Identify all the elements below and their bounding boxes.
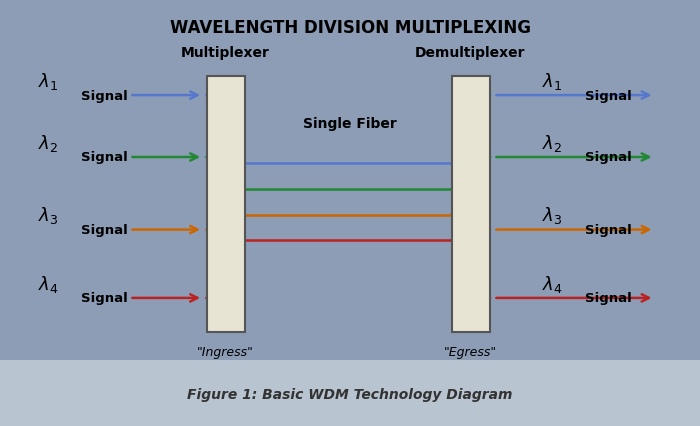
Text: $\lambda_2$: $\lambda_2$ <box>542 132 563 153</box>
Text: "Egress": "Egress" <box>444 345 497 358</box>
Text: Signal: Signal <box>80 292 127 305</box>
Bar <box>452 77 490 332</box>
Text: $\lambda_3$: $\lambda_3$ <box>38 205 59 226</box>
Text: Signal: Signal <box>80 224 127 236</box>
Text: Signal: Signal <box>80 151 127 164</box>
Text: Signal: Signal <box>80 89 127 102</box>
Bar <box>206 77 245 332</box>
Text: Single Fiber: Single Fiber <box>303 117 397 130</box>
Text: "Ingress": "Ingress" <box>197 345 254 358</box>
Text: $\lambda_1$: $\lambda_1$ <box>38 71 59 92</box>
Bar <box>0 360 700 426</box>
Text: Signal: Signal <box>584 292 631 305</box>
Text: Signal: Signal <box>584 89 631 102</box>
Text: Signal: Signal <box>584 224 631 236</box>
Text: Multiplexer: Multiplexer <box>181 46 270 60</box>
Text: Demultiplexer: Demultiplexer <box>415 46 526 60</box>
Text: $\lambda_3$: $\lambda_3$ <box>542 205 563 226</box>
Text: Signal: Signal <box>584 151 631 164</box>
Text: Figure 1: Basic WDM Technology Diagram: Figure 1: Basic WDM Technology Diagram <box>188 387 512 401</box>
Text: $\lambda_1$: $\lambda_1$ <box>542 71 563 92</box>
Text: $\lambda_4$: $\lambda_4$ <box>542 273 564 294</box>
Text: $\lambda_4$: $\lambda_4$ <box>38 273 60 294</box>
Text: WAVELENGTH DIVISION MULTIPLEXING: WAVELENGTH DIVISION MULTIPLEXING <box>169 19 531 37</box>
Text: $\lambda_2$: $\lambda_2$ <box>38 132 59 153</box>
